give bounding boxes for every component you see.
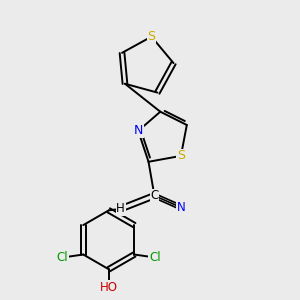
Text: S: S (148, 30, 155, 43)
Text: H: H (116, 202, 125, 215)
Text: Cl: Cl (57, 251, 68, 264)
Text: Cl: Cl (149, 251, 161, 264)
Text: C: C (150, 189, 158, 202)
Text: HO: HO (100, 281, 118, 294)
Text: S: S (177, 149, 185, 162)
Text: N: N (134, 124, 143, 137)
Text: N: N (176, 201, 185, 214)
